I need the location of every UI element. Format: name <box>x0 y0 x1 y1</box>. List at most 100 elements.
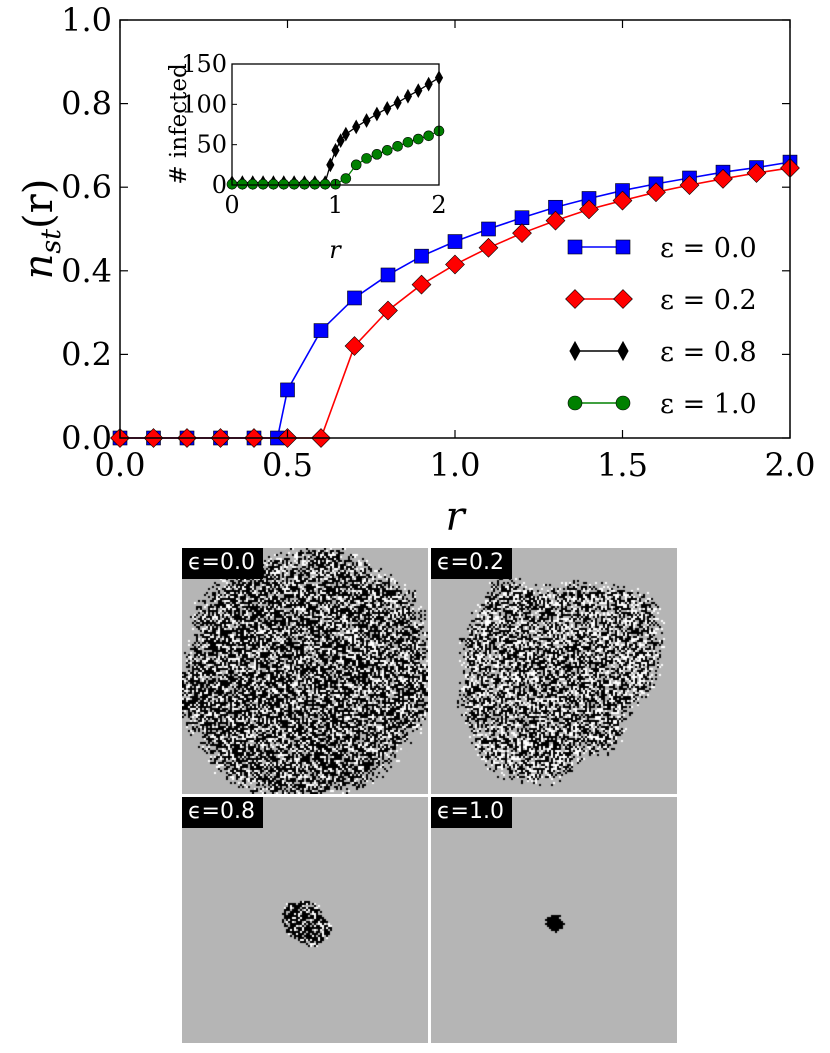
inset-data-point <box>361 153 372 164</box>
inset-data-point <box>392 140 403 152</box>
legend-label: ε = 0.0 <box>660 233 757 264</box>
main-data-point <box>445 254 465 275</box>
inset-x-tick-label: 1 <box>328 191 343 219</box>
main-data-point <box>478 237 499 258</box>
inset-data-point <box>247 178 258 190</box>
main-data-point <box>545 210 566 231</box>
inset-y-tick-label: 100 <box>181 90 227 118</box>
legend-label: ε = 0.2 <box>660 285 757 316</box>
inset-y-tick-label: 50 <box>196 131 227 159</box>
inset-data-point <box>381 145 393 156</box>
inset-y-tick-label: 0 <box>212 171 227 199</box>
snapshot-cluster <box>431 797 677 1043</box>
inset-data-point <box>352 119 361 135</box>
inset-data-point <box>336 133 345 149</box>
main-data-point <box>411 274 432 295</box>
inset-data-point <box>423 130 434 142</box>
legend-marker <box>567 239 583 255</box>
inset-x-tick-label: 0 <box>224 191 239 219</box>
main-data-point <box>481 221 496 237</box>
legend-marker <box>569 340 581 362</box>
main-data-point <box>746 163 767 183</box>
y-label-base: n <box>16 254 62 280</box>
inset-data-point <box>412 133 424 145</box>
inset-data-point <box>257 178 269 190</box>
y-label-arg: (r) <box>16 179 62 229</box>
inset-data-point <box>362 113 371 128</box>
legend-label: ε = 0.8 <box>660 337 757 368</box>
main-y-tick-label: 0.0 <box>61 419 112 457</box>
legend-marker <box>565 289 585 309</box>
main-data-point <box>313 323 329 338</box>
main-data-point <box>713 168 733 189</box>
inset-data-point <box>309 178 321 190</box>
main-data-point <box>414 248 429 264</box>
legend-marker <box>617 340 629 362</box>
inset-data-point <box>299 178 310 190</box>
inset-data-point <box>237 178 248 190</box>
inset-y-axis-label: # infected <box>166 63 192 185</box>
inset-data-point <box>371 149 383 160</box>
y-label-sub: st <box>36 229 67 254</box>
main-x-axis-label: r <box>445 494 467 540</box>
main-series-layer <box>110 154 800 448</box>
snapshot-panel-eps-0-2: ϵ=0.2 <box>431 548 677 794</box>
main-data-point <box>514 210 530 226</box>
main-y-tick-label: 0.8 <box>61 85 112 123</box>
main-y-axis-label: nst(r) <box>16 179 67 280</box>
inset-x-tick-label: 2 <box>431 191 446 219</box>
inset-data-point <box>341 126 350 142</box>
snapshot-panel-eps-1-0: ϵ=1.0 <box>431 797 677 1043</box>
snapshot-label: ϵ=0.2 <box>431 548 512 579</box>
snapshot-cluster <box>431 548 677 794</box>
inset-data-point <box>268 178 279 190</box>
main-x-tick-label: 0.5 <box>262 446 313 484</box>
main-data-point <box>280 382 295 398</box>
main-x-tick-label: 1.0 <box>430 446 481 484</box>
main-x-tick-label: 2.0 <box>765 446 816 484</box>
main-data-point <box>380 267 396 283</box>
legend-marker <box>615 395 631 411</box>
legend-label: ε = 1.0 <box>660 389 757 420</box>
main-data-point <box>646 182 666 203</box>
snapshot-cluster <box>182 797 428 1043</box>
main-ticks: 0.0 0.5 1.0 1.5 2.0 0.0 0.2 0.4 0.6 0.8 1.0 <box>61 1 815 484</box>
inset-y-tick-label: 150 <box>181 50 227 78</box>
snapshot-cluster <box>182 548 428 794</box>
inset-ticks: 0 1 2 0 50 100 150 <box>181 50 446 219</box>
inset-data-point <box>372 106 381 122</box>
inset-x-axis-label: r <box>329 236 342 264</box>
snapshot-panel-eps-0-8: ϵ=0.8 <box>182 797 428 1043</box>
main-y-tick-label: 0.4 <box>61 252 112 290</box>
inset-data-point <box>278 178 290 190</box>
legend: ε = 0.0 ε = 0.2 ε = 0.8 ε = 1.0 <box>565 233 757 420</box>
main-data-point <box>347 290 362 306</box>
inset-plot-area <box>232 64 439 185</box>
main-data-point <box>612 190 633 211</box>
main-data-point <box>679 175 700 195</box>
snapshot-label: ϵ=0.8 <box>182 797 263 828</box>
main-data-point <box>378 300 398 321</box>
legend-marker <box>615 239 631 255</box>
main-y-tick-label: 0.2 <box>61 335 112 373</box>
main-y-tick-label: 0.6 <box>61 168 112 206</box>
inset-data-point <box>383 100 392 116</box>
inset-data-point <box>402 136 414 148</box>
main-plot-area <box>120 20 790 438</box>
snapshot-panel-eps-0-0: ϵ=0.0 <box>182 548 428 794</box>
inset-data-point <box>393 95 402 111</box>
inset-data-point <box>350 159 362 171</box>
inset-data-point <box>331 142 340 158</box>
legend-marker <box>567 395 583 411</box>
main-x-tick-label: 0.0 <box>95 446 146 484</box>
inset-data-point <box>414 83 423 98</box>
snapshot-label: ϵ=1.0 <box>431 797 512 828</box>
inset-data-point <box>288 178 300 190</box>
inset-data-point <box>424 76 433 92</box>
main-chart: 0.0 0.5 1.0 1.5 2.0 0.0 0.2 0.4 0.6 0.8 1.0 r nst(… <box>16 1 815 540</box>
inset-data-point <box>403 88 413 104</box>
main-y-tick-label: 1.0 <box>61 1 112 39</box>
main-x-tick-label: 1.5 <box>597 446 648 484</box>
main-data-point <box>512 223 532 244</box>
main-data-point <box>344 336 365 356</box>
